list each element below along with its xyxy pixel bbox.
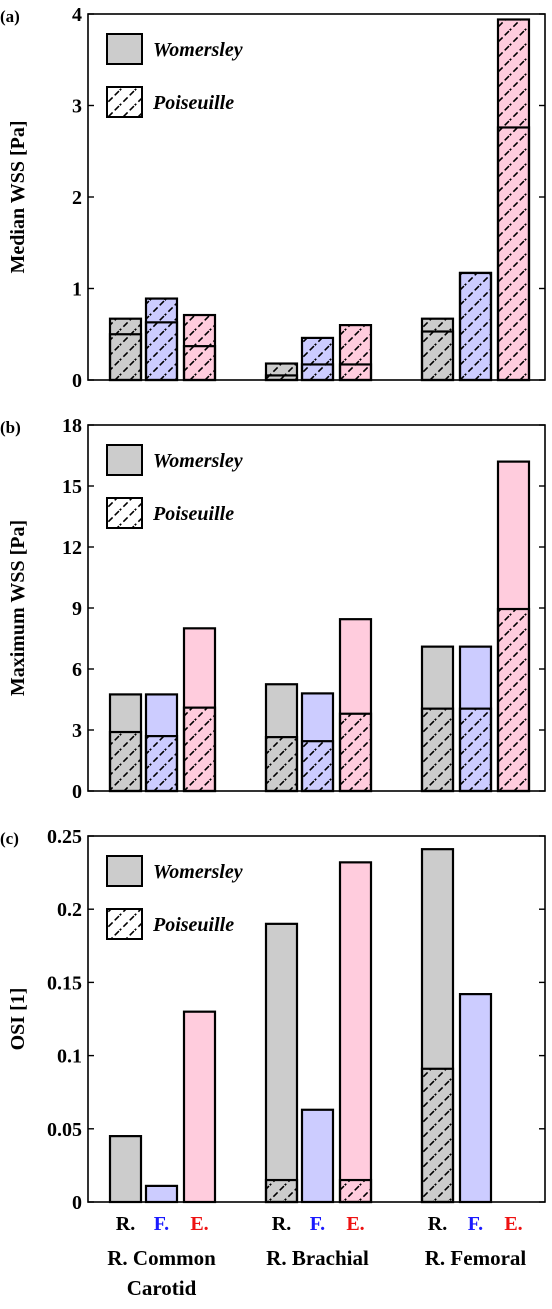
y-tick-label: 12: [62, 537, 82, 559]
legend-poiseuille-swatch: [106, 86, 143, 118]
bar-hatch: [498, 609, 529, 791]
bar-hatch: [184, 315, 215, 380]
x-bar-label: F.: [310, 1213, 325, 1235]
x-bar-label: E.: [504, 1213, 522, 1235]
legend-poiseuille-swatch: [106, 497, 143, 529]
x-group-label: Carotid: [127, 1276, 197, 1300]
bar-hatch: [340, 713, 371, 791]
x-group-label: R. Femoral: [425, 1246, 527, 1270]
legend-poiseuille-label: Poiseuille: [152, 503, 234, 525]
bar-hatch: [460, 708, 491, 791]
y-tick-label: 1: [72, 279, 82, 301]
legend-poiseuille-swatch: [106, 908, 143, 940]
bar-hatch: [184, 707, 215, 791]
y-tick-label: 0: [72, 781, 82, 803]
bar-hatch: [422, 1068, 453, 1202]
panel-label: (b): [0, 418, 21, 437]
y-tick-label: 15: [62, 476, 82, 498]
legend-womersley-swatch: [106, 33, 143, 65]
y-tick-label: 0: [72, 1192, 82, 1214]
bar-hatch: [110, 318, 141, 380]
x-group-label: R. Common: [107, 1246, 216, 1270]
bar-hatch: [422, 318, 453, 380]
panel-label: (c): [0, 829, 19, 848]
legend-poiseuille-label: Poiseuille: [152, 914, 234, 936]
legend-womersley-swatch: [106, 444, 143, 476]
bar-hatch: [340, 1180, 371, 1202]
legend-poiseuille-label: Poiseuille: [152, 92, 234, 114]
x-bar-label: E.: [190, 1213, 208, 1235]
x-bar-label: E.: [346, 1213, 364, 1235]
bar-hatch: [146, 298, 177, 380]
x-bar-label: R.: [272, 1213, 291, 1235]
y-tick-label: 0.25: [47, 826, 82, 848]
y-tick-label: 6: [72, 659, 82, 681]
y-tick-label: 0.15: [47, 972, 82, 994]
y-tick-label: 2: [72, 187, 82, 209]
bar-hatch: [302, 741, 333, 791]
bar-fill: [302, 1109, 333, 1202]
y-axis-label: OSI [1]: [7, 988, 29, 1051]
y-axis-label: Maximum WSS [Pa]: [7, 520, 29, 696]
bar-hatch: [460, 272, 491, 380]
y-tick-label: 3: [72, 720, 82, 742]
y-tick-label: 0.1: [57, 1046, 82, 1068]
bar-hatch: [266, 737, 297, 791]
bar-hatch: [422, 708, 453, 791]
bar-hatch: [266, 363, 297, 380]
bar-fill: [340, 862, 371, 1202]
y-tick-label: 4: [72, 4, 82, 26]
bar-fill: [460, 994, 491, 1202]
bar-fill: [146, 1185, 177, 1202]
legend-womersley-label: Womersley: [153, 450, 243, 472]
bar-fill: [110, 1136, 141, 1202]
legend-womersley-label: Womersley: [153, 39, 243, 61]
y-tick-label: 18: [62, 415, 82, 437]
legend-womersley-label: Womersley: [153, 861, 243, 883]
bar-fill: [266, 923, 297, 1202]
bar-hatch: [110, 732, 141, 791]
y-tick-label: 0.05: [47, 1119, 82, 1141]
bar-hatch: [266, 1180, 297, 1202]
x-group-label: R. Brachial: [266, 1246, 369, 1270]
y-tick-label: 0: [72, 370, 82, 392]
y-tick-label: 3: [72, 96, 82, 118]
bar-hatch: [146, 736, 177, 791]
panel-label: (a): [0, 7, 20, 26]
y-axis-label: Median WSS [Pa]: [7, 121, 29, 274]
x-bar-label: R.: [116, 1213, 135, 1235]
y-tick-label: 0.2: [57, 899, 82, 921]
x-bar-label: F.: [468, 1213, 483, 1235]
x-bar-label: R.: [428, 1213, 447, 1235]
x-bar-label: F.: [154, 1213, 169, 1235]
bar-hatch: [498, 19, 529, 381]
legend-womersley-swatch: [106, 855, 143, 887]
bar-fill: [184, 1011, 215, 1202]
y-tick-label: 9: [72, 598, 82, 620]
plot-frame: [87, 835, 546, 1203]
bar-hatch: [340, 325, 371, 380]
bar-hatch: [302, 337, 333, 380]
